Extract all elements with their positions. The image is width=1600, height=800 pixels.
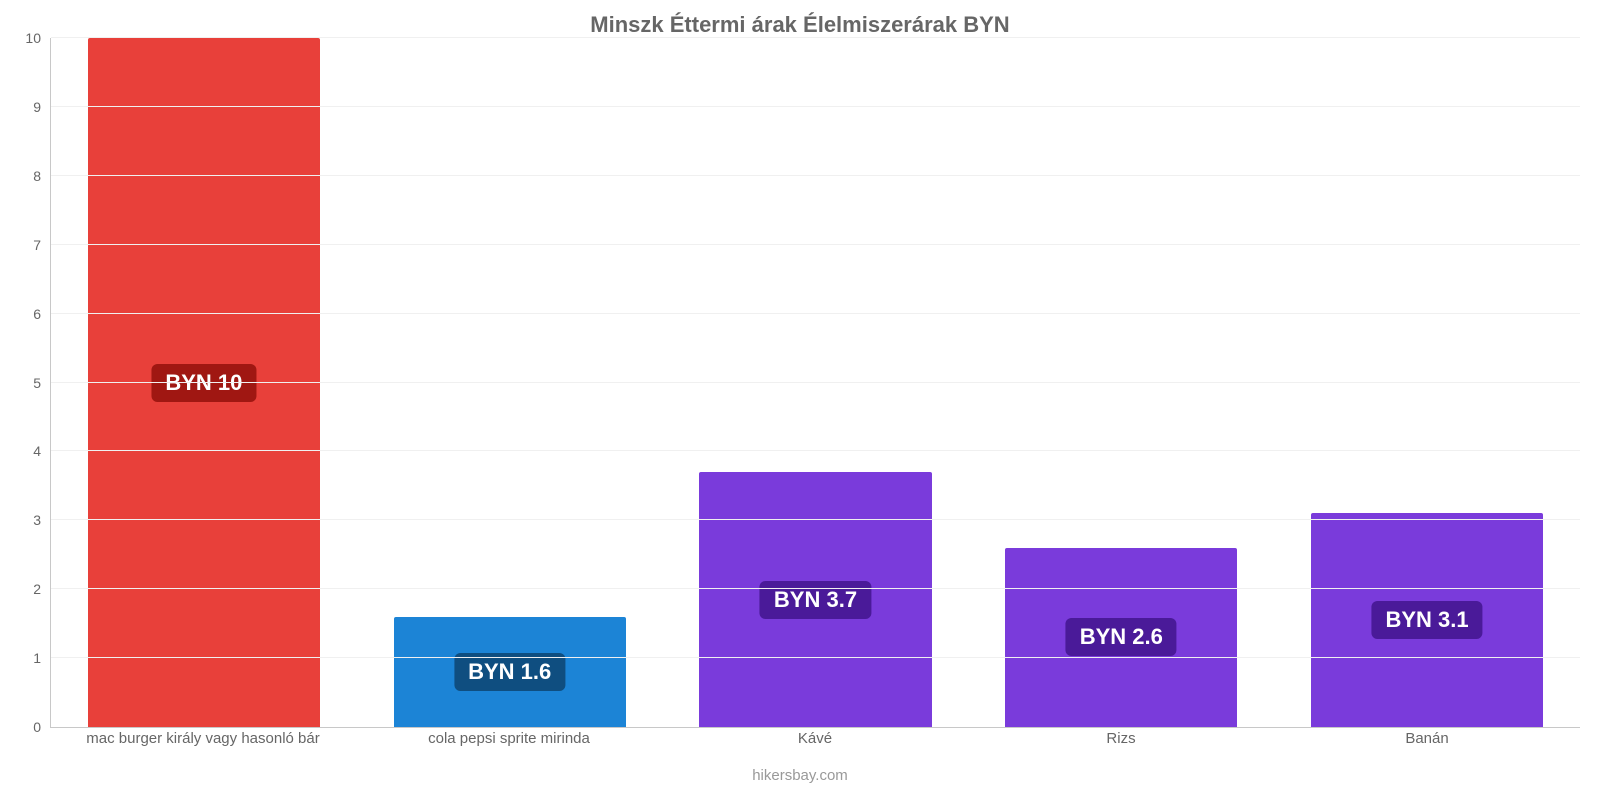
bar-slot: BYN 3.7 <box>663 38 969 727</box>
attribution-text: hikersbay.com <box>0 767 1600 784</box>
grid-line <box>51 37 1580 38</box>
bar-slot: BYN 1.6 <box>357 38 663 727</box>
y-tick-label: 5 <box>33 375 51 391</box>
x-axis-label: mac burger király vagy hasonló bár <box>50 730 356 747</box>
grid-line <box>51 657 1580 658</box>
grid-line <box>51 175 1580 176</box>
grid-line <box>51 244 1580 245</box>
y-tick-label: 1 <box>33 650 51 666</box>
grid-line <box>51 106 1580 107</box>
y-tick-label: 2 <box>33 581 51 597</box>
value-badge: BYN 3.1 <box>1372 601 1483 639</box>
y-tick-label: 9 <box>33 99 51 115</box>
x-axis-label: Rizs <box>968 730 1274 747</box>
bar: BYN 1.6 <box>394 617 626 727</box>
y-tick-label: 8 <box>33 168 51 184</box>
price-bar-chart: Minszk Éttermi árak Élelmiszerárak BYN B… <box>0 0 1600 800</box>
grid-line <box>51 588 1580 589</box>
y-tick-label: 4 <box>33 443 51 459</box>
bar-slot: BYN 3.1 <box>1274 38 1580 727</box>
chart-title: Minszk Éttermi árak Élelmiszerárak BYN <box>0 12 1600 38</box>
y-tick-label: 0 <box>33 719 51 735</box>
bar-slot: BYN 10 <box>51 38 357 727</box>
bar: BYN 3.7 <box>699 472 931 727</box>
y-tick-label: 7 <box>33 237 51 253</box>
bar: BYN 10 <box>88 38 320 727</box>
y-tick-label: 10 <box>25 30 51 46</box>
y-tick-label: 3 <box>33 512 51 528</box>
grid-line <box>51 382 1580 383</box>
grid-line <box>51 313 1580 314</box>
y-tick-label: 6 <box>33 306 51 322</box>
bar: BYN 3.1 <box>1311 513 1543 727</box>
plot-area: BYN 10BYN 1.6BYN 3.7BYN 2.6BYN 3.1 01234… <box>50 38 1580 728</box>
bar-slot: BYN 2.6 <box>968 38 1274 727</box>
x-axis-label: Kávé <box>662 730 968 747</box>
x-axis-label: cola pepsi sprite mirinda <box>356 730 662 747</box>
value-badge: BYN 10 <box>151 364 256 402</box>
x-axis-labels: mac burger király vagy hasonló bárcola p… <box>50 730 1580 747</box>
grid-line <box>51 450 1580 451</box>
value-badge: BYN 1.6 <box>454 653 565 691</box>
bar: BYN 2.6 <box>1005 548 1237 727</box>
value-badge: BYN 2.6 <box>1066 618 1177 656</box>
grid-line <box>51 519 1580 520</box>
value-badge: BYN 3.7 <box>760 581 871 619</box>
x-axis-label: Banán <box>1274 730 1580 747</box>
bars-container: BYN 10 BYN 1.6 BYN 3.7 BYN 2.6 BYN 3.1 <box>51 38 1580 727</box>
